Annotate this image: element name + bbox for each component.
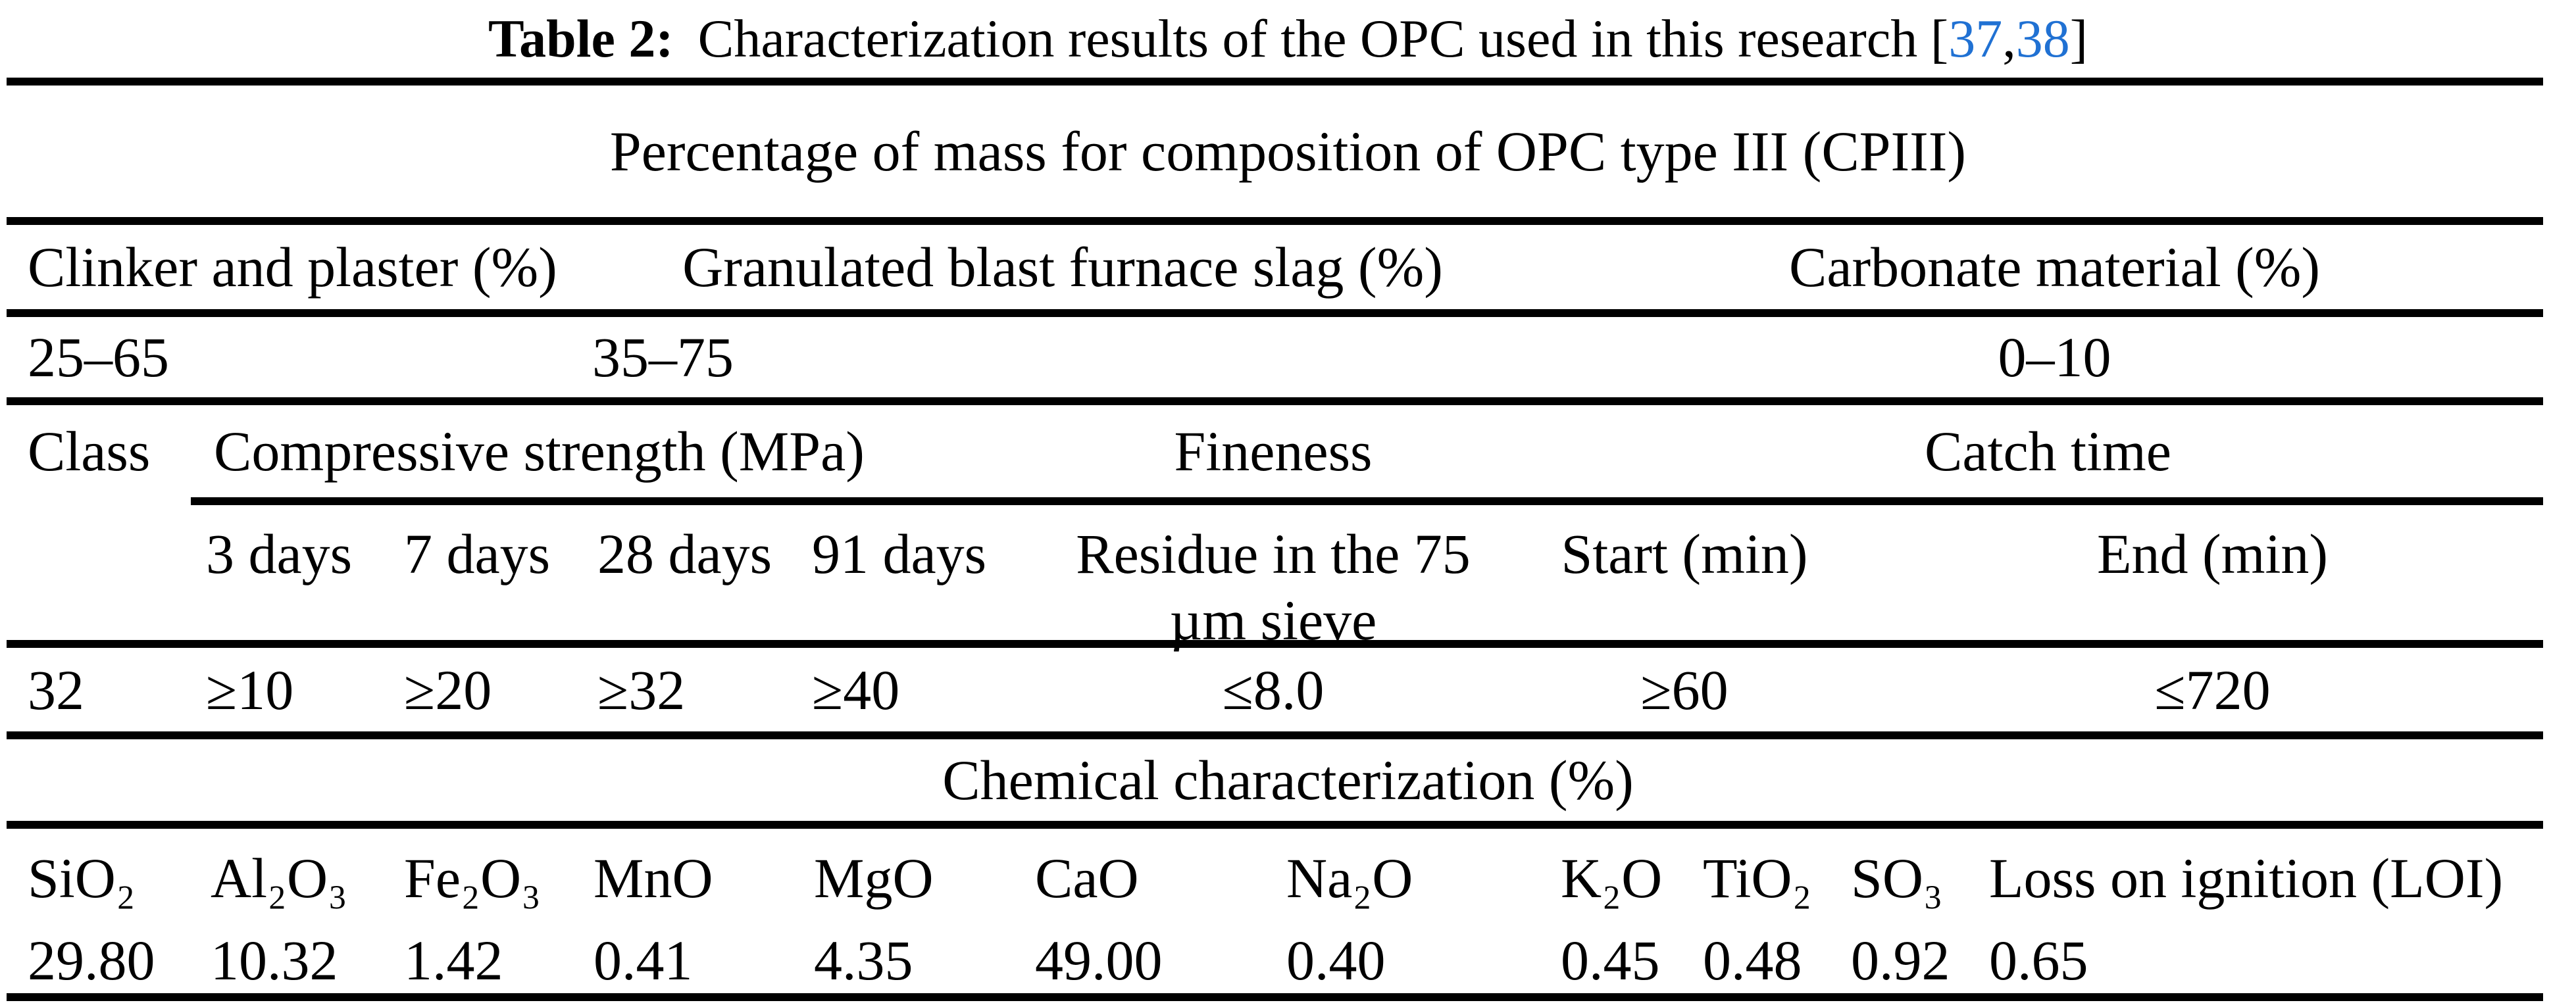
value-sio2: 29.80 (28, 929, 155, 992)
col-header-tio2: TiO₂ (1703, 847, 1812, 910)
col-header-loi: Loss on ignition (LOI) (1989, 847, 2504, 910)
table-caption: Table 2: Characterization results of the… (0, 0, 2576, 78)
subheader-91-days: 91 days (812, 522, 987, 585)
col-header-fe2o3: Fe₂O₃ (404, 847, 542, 910)
value-clinker-plaster: 25–65 (28, 326, 169, 389)
col-header-so3: SO₃ (1851, 847, 1943, 910)
composition-values-row: 25–65 35–75 0–10 (0, 317, 2576, 397)
value-fe2o3: 1.42 (404, 929, 503, 992)
value-strength-91-days: ≥40 (812, 658, 900, 722)
value-mno: 0.41 (593, 929, 693, 992)
composition-header-row: Clinker and plaster (%) Granulated blast… (0, 225, 2576, 309)
value-carbonate-material: 0–10 (1998, 326, 2111, 389)
citation-bracket-open: [ (1930, 9, 1949, 68)
col-header-clinker-plaster: Clinker and plaster (%) (28, 235, 557, 299)
rule-below-composition-headers (7, 309, 2543, 317)
subheader-3-days: 3 days (206, 522, 353, 585)
col-header-al2o3: Al₂O₃ (211, 847, 348, 910)
composition-section-title: Percentage of mass for composition of OP… (609, 120, 1967, 183)
value-so3: 0.92 (1851, 929, 1950, 992)
value-na2o: 0.40 (1286, 929, 1386, 992)
subheader-28-days: 28 days (597, 522, 772, 585)
value-k2o: 0.45 (1561, 929, 1660, 992)
table-bottom-rule (7, 993, 2543, 1001)
value-strength-28-days: ≥32 (597, 658, 686, 722)
col-header-blast-furnace-slag: Granulated blast furnace slag (%) (682, 235, 1443, 299)
col-header-na2o: Na₂O (1286, 847, 1413, 910)
composition-title-row: Percentage of mass for composition of OP… (0, 86, 2576, 217)
value-tio2: 0.48 (1703, 929, 1802, 992)
subheader-start-min: Start (min) (1561, 522, 1808, 585)
group-header-catch-time: Catch time (1925, 420, 2171, 483)
rule-below-composition-values (7, 397, 2543, 405)
value-al2o3: 10.32 (211, 929, 338, 992)
chemical-title-row: Chemical characterization (%) (0, 739, 2576, 821)
subheader-7-days: 7 days (404, 522, 551, 585)
col-header-carbonate-material: Carbonate material (%) (1788, 235, 2321, 299)
chemical-values-row: 29.80 10.32 1.42 0.41 4.35 49.00 0.40 0.… (0, 927, 2576, 993)
table-caption-text: Characterization results of the OPC used… (697, 9, 1918, 68)
col-header-cao: CaO (1035, 847, 1139, 910)
physical-values-row: 32 ≥10 ≥20 ≥32 ≥40 ≤8.0 ≥60 ≤720 (0, 648, 2576, 731)
citation-link-38[interactable]: 38 (2015, 9, 2070, 68)
group-header-fineness: Fineness (1174, 420, 1373, 483)
physical-subheader-row: 3 days 7 days 28 days 91 days Residue in… (0, 505, 2576, 652)
table-caption-label: Table 2: (488, 9, 674, 68)
rule-below-chemical-title (7, 821, 2543, 829)
subheader-end-min: End (min) (2096, 522, 2329, 585)
citation-bracket-close: ] (2069, 9, 2088, 68)
rule-below-composition-title (7, 217, 2543, 225)
chemical-section-title: Chemical characterization (%) (942, 749, 1634, 812)
value-strength-7-days: ≥20 (404, 658, 492, 722)
physical-group-header-row: Class Compressive strength (MPa) Finenes… (0, 405, 2576, 497)
value-end-min: ≤720 (2154, 658, 2271, 722)
group-header-compressive-strength: Compressive strength (MPa) (214, 420, 865, 483)
citation-comma: , (2002, 9, 2016, 68)
value-class: 32 (28, 658, 84, 722)
col-header-k2o: K₂O (1561, 847, 1663, 910)
value-residue-sieve: ≤8.0 (1222, 658, 1325, 722)
citation-link-37[interactable]: 37 (1948, 9, 2003, 68)
table-top-rule (7, 78, 2543, 86)
col-header-mno: MnO (593, 847, 713, 910)
value-start-min: ≥60 (1640, 658, 1729, 722)
chemical-header-row: SiO₂ Al₂O₃ Fe₂O₃ MnO MgO CaO Na₂O K₂O Ti… (0, 829, 2576, 927)
rule-below-physical-subheaders (7, 640, 2543, 648)
value-loi: 0.65 (1989, 929, 2088, 992)
subheader-residue-sieve: Residue in the 75 µm sieve (1026, 521, 1520, 654)
value-cao: 49.00 (1035, 929, 1163, 992)
value-blast-furnace-slag: 35–75 (592, 326, 734, 389)
col-header-class: Class (28, 420, 151, 483)
rule-below-physical-values (7, 731, 2543, 739)
value-strength-3-days: ≥10 (206, 658, 294, 722)
col-header-mgo: MgO (814, 847, 934, 910)
value-mgo: 4.35 (814, 929, 913, 992)
partial-rule-under-group-headers (191, 497, 2543, 505)
col-header-sio2: SiO₂ (28, 847, 136, 910)
subheader-residue-sieve-text: Residue in the 75 µm sieve (1076, 522, 1471, 652)
